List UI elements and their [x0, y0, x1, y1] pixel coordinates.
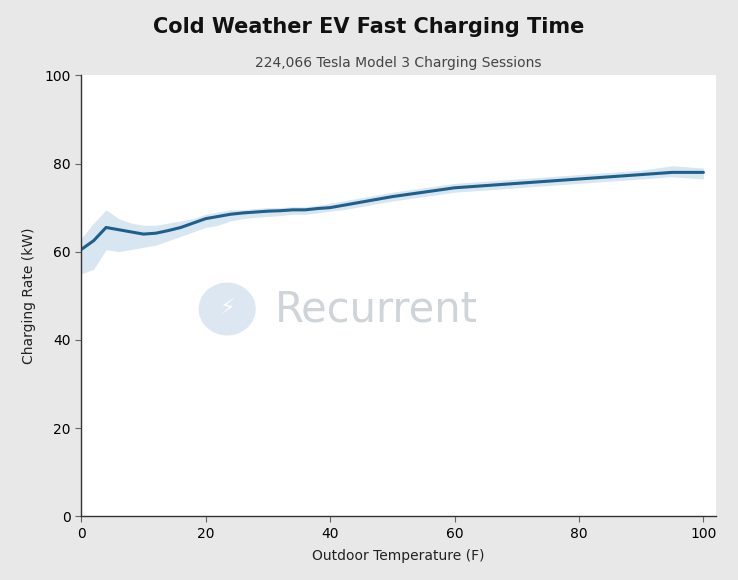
X-axis label: Outdoor Temperature (F): Outdoor Temperature (F)	[312, 549, 485, 563]
Text: Recurrent: Recurrent	[275, 288, 477, 330]
Y-axis label: Charging Rate (kW): Charging Rate (kW)	[22, 227, 36, 364]
Title: 224,066 Tesla Model 3 Charging Sessions: 224,066 Tesla Model 3 Charging Sessions	[255, 56, 542, 70]
Ellipse shape	[199, 282, 256, 335]
Text: Cold Weather EV Fast Charging Time: Cold Weather EV Fast Charging Time	[154, 17, 584, 37]
Text: ⚡: ⚡	[219, 299, 235, 319]
